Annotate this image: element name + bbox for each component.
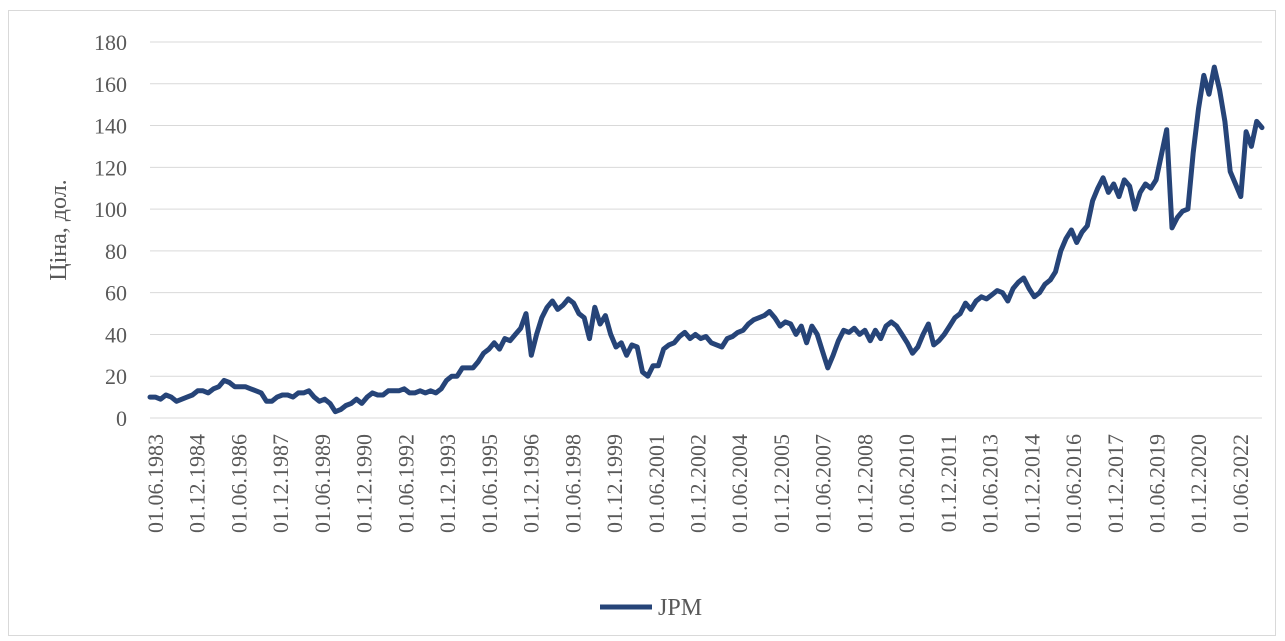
x-tick-label: 01.12.1990: [352, 434, 377, 533]
x-tick-label: 01.06.2004: [727, 434, 752, 533]
x-tick-label: 01.12.1993: [435, 434, 460, 533]
y-tick-label: 20: [105, 364, 127, 389]
y-axis-title: Ціна, дол.: [46, 179, 72, 280]
x-tick-label: 01.12.2020: [1186, 434, 1211, 533]
y-tick-label: 0: [116, 406, 127, 431]
x-tick-label: 01.06.2013: [978, 434, 1003, 533]
y-tick-label: 140: [94, 114, 127, 139]
x-tick-label: 01.06.2007: [811, 434, 836, 533]
x-tick-label: 01.12.1999: [602, 434, 627, 533]
x-tick-label: 01.06.1986: [226, 434, 251, 533]
series-line-jpm: [147, 64, 1265, 415]
legend-label-jpm: JPM: [658, 595, 702, 621]
x-tick-label: 01.12.2008: [852, 434, 877, 533]
x-tick-label: 01.06.2001: [644, 434, 669, 533]
series-group: [147, 64, 1265, 415]
x-tick-label: 01.06.1989: [310, 434, 335, 533]
x-tick-label: 01.06.1995: [477, 434, 502, 533]
x-tick-label: 01.06.2019: [1145, 434, 1170, 533]
y-tick-label: 100: [94, 197, 127, 222]
x-tick-label: 01.12.2002: [685, 434, 710, 533]
x-tick-label: 01.06.2016: [1061, 434, 1086, 533]
x-tick-label: 01.06.2022: [1228, 434, 1253, 533]
y-tick-label: 160: [94, 72, 127, 97]
x-tick-label: 01.12.2011: [936, 434, 961, 532]
x-tick-label: 01.06.1998: [560, 434, 585, 533]
x-tick-label: 01.06.1992: [393, 434, 418, 533]
x-tick-label: 01.12.1984: [185, 434, 210, 533]
y-tick-label: 120: [94, 155, 127, 180]
gridlines: [150, 41, 1262, 419]
y-axis-ticks: 0 20 40 60 80 100 120 140 160 180: [94, 30, 127, 431]
x-tick-label: 01.12.2017: [1103, 434, 1128, 533]
y-tick-label: 180: [94, 30, 127, 55]
legend: JPM: [600, 595, 702, 621]
x-tick-label: 01.12.2014: [1019, 434, 1044, 533]
y-tick-label: 40: [105, 322, 127, 347]
chart-frame: [8, 10, 1276, 636]
y-tick-label: 60: [105, 281, 127, 306]
x-tick-label: 01.06.1983: [143, 434, 168, 533]
x-tick-label: 01.12.1996: [519, 434, 544, 533]
x-tick-label: 01.12.2005: [769, 434, 794, 533]
x-tick-label: 01.06.2010: [894, 434, 919, 533]
x-axis-ticks: 01.06.1983 01.12.1984 01.06.1986 01.12.1987…: [143, 434, 1253, 533]
x-tick-label: 01.12.1987: [268, 434, 293, 533]
y-tick-label: 80: [105, 239, 127, 264]
